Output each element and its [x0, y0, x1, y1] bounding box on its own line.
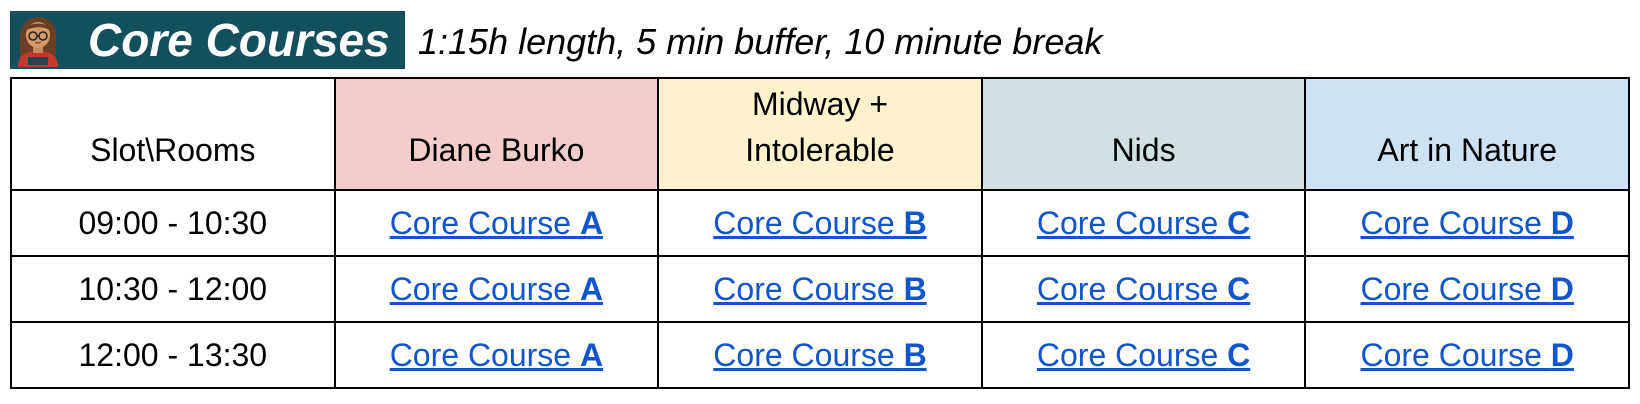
course-letter: C [1227, 337, 1250, 373]
course-link-d[interactable]: Core Course D [1360, 271, 1573, 307]
course-letter: D [1551, 337, 1574, 373]
course-link-text: Core Course [1360, 337, 1550, 373]
table-row: 09:00 - 10:30 Core Course A Core Course … [11, 190, 1629, 256]
course-link-b[interactable]: Core Course B [713, 271, 926, 307]
room-name: Nids [983, 127, 1305, 173]
course-cell: Core Course D [1305, 322, 1629, 388]
slot-cell: 12:00 - 13:30 [11, 322, 335, 388]
course-cell: Core Course B [658, 190, 982, 256]
room-name-line-1: Midway + [659, 81, 981, 127]
room-header-diane-burko: Diane Burko [335, 78, 659, 190]
schedule-subtitle: 1:15h length, 5 min buffer, 10 minute br… [418, 20, 1102, 64]
course-letter: B [904, 271, 927, 307]
course-cell: Core Course D [1305, 190, 1629, 256]
course-cell: Core Course A [335, 256, 659, 322]
course-link-c[interactable]: Core Course C [1037, 271, 1250, 307]
slot-time: 12:00 - 13:30 [79, 337, 268, 373]
course-cell: Core Course C [982, 256, 1306, 322]
teacher-emoji-icon [12, 13, 64, 67]
course-cell: Core Course C [982, 190, 1306, 256]
room-name-line-2: Intolerable [659, 127, 981, 173]
course-link-text: Core Course [1360, 271, 1550, 307]
course-link-d[interactable]: Core Course D [1360, 205, 1573, 241]
course-link-text: Core Course [713, 271, 903, 307]
core-courses-table: Slot\Rooms Diane Burko Midway + Intolera… [10, 77, 1630, 389]
course-letter: D [1551, 271, 1574, 307]
course-link-b[interactable]: Core Course B [713, 205, 926, 241]
course-link-a[interactable]: Core Course A [390, 205, 603, 241]
course-link-b[interactable]: Core Course B [713, 337, 926, 373]
room-name: Diane Burko [336, 127, 658, 173]
course-link-text: Core Course [390, 205, 580, 241]
course-link-text: Core Course [1037, 271, 1227, 307]
course-link-text: Core Course [1360, 205, 1550, 241]
slot-time: 09:00 - 10:30 [79, 205, 268, 241]
slot-time: 10:30 - 12:00 [79, 271, 268, 307]
room-header-nids: Nids [982, 78, 1306, 190]
slot-cell: 09:00 - 10:30 [11, 190, 335, 256]
course-link-text: Core Course [1037, 337, 1227, 373]
course-cell: Core Course B [658, 322, 982, 388]
course-cell: Core Course D [1305, 256, 1629, 322]
room-name: Art in Nature [1306, 127, 1628, 173]
room-header-midway-intolerable: Midway + Intolerable [658, 78, 982, 190]
course-link-d[interactable]: Core Course D [1360, 337, 1573, 373]
course-link-text: Core Course [390, 271, 580, 307]
room-header-art-in-nature: Art in Nature [1305, 78, 1629, 190]
table-row: 10:30 - 12:00 Core Course A Core Course … [11, 256, 1629, 322]
corner-header: Slot\Rooms [11, 78, 335, 190]
course-cell: Core Course C [982, 322, 1306, 388]
course-link-text: Core Course [713, 205, 903, 241]
course-cell: Core Course A [335, 190, 659, 256]
course-letter: A [580, 271, 603, 307]
course-letter: A [580, 337, 603, 373]
course-link-text: Core Course [390, 337, 580, 373]
course-link-text: Core Course [713, 337, 903, 373]
course-link-c[interactable]: Core Course C [1037, 337, 1250, 373]
course-letter: B [904, 337, 927, 373]
course-link-a[interactable]: Core Course A [390, 271, 603, 307]
slot-cell: 10:30 - 12:00 [11, 256, 335, 322]
title-banner: Core Courses [10, 11, 405, 69]
course-link-text: Core Course [1037, 205, 1227, 241]
table-row: 12:00 - 13:30 Core Course A Core Course … [11, 322, 1629, 388]
course-cell: Core Course A [335, 322, 659, 388]
header-row: Slot\Rooms Diane Burko Midway + Intolera… [11, 78, 1629, 190]
corner-label: Slot\Rooms [90, 132, 255, 168]
course-link-c[interactable]: Core Course C [1037, 205, 1250, 241]
course-letter: B [904, 205, 927, 241]
course-letter: A [580, 205, 603, 241]
course-cell: Core Course B [658, 256, 982, 322]
page-title: Core Courses [88, 14, 390, 66]
course-letter: C [1227, 271, 1250, 307]
course-letter: C [1227, 205, 1250, 241]
course-letter: D [1551, 205, 1574, 241]
course-link-a[interactable]: Core Course A [390, 337, 603, 373]
